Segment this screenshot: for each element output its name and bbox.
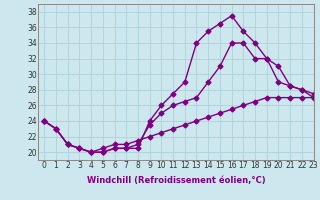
X-axis label: Windchill (Refroidissement éolien,°C): Windchill (Refroidissement éolien,°C) bbox=[87, 176, 265, 185]
